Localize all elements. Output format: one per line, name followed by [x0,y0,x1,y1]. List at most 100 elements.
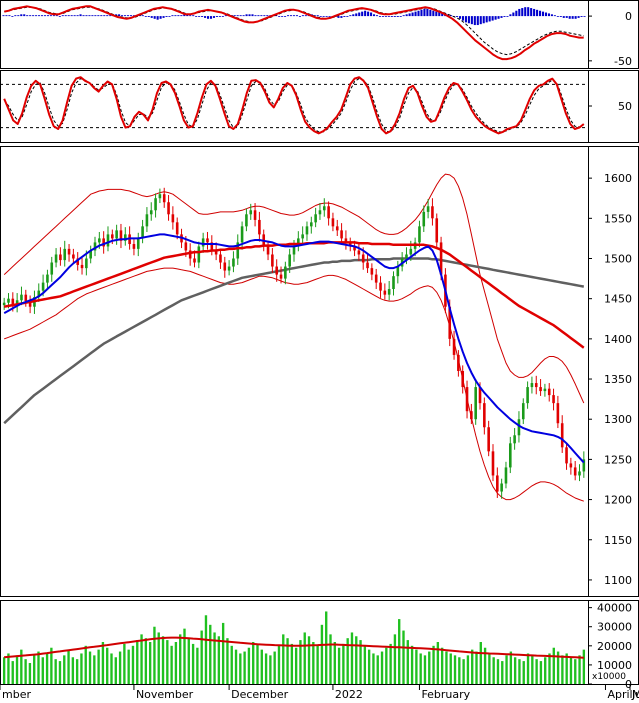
macd-histogram-bar [556,16,559,17]
macd-histogram-bar [91,15,94,17]
candle-body [500,483,503,492]
candle-body [361,254,365,263]
candle-body [543,388,547,392]
y-tick-label: 0 [625,678,632,691]
volume-bar [110,653,113,684]
macd-histogram-bar [43,15,47,17]
volume-bar [179,634,182,684]
macd-histogram-bar [497,16,500,19]
macd-histogram-bar [485,16,488,23]
candle-body [552,395,555,404]
macd-histogram-bar [518,8,521,17]
candle-body [236,242,240,259]
macd-histogram-bar [405,14,408,17]
candle-body [539,387,542,392]
month-label: May [632,688,639,701]
volume-bar [166,640,169,684]
candle-body [76,258,80,265]
month-label: mber [2,688,31,701]
volume-bar [548,653,551,684]
y-tick-label: 1200 [604,494,632,507]
candle-body [67,248,71,255]
volume-bar [513,657,517,684]
macd-histogram-bar [147,16,150,17]
y-tick-label: 30000 [597,621,632,634]
macd-histogram-bar [204,16,207,18]
volume-bar [93,655,96,684]
volume-bar [574,659,577,684]
y-tick-label: -50 [614,55,632,68]
macd-histogram-bar [106,15,109,17]
macd-histogram-bar [503,16,506,17]
macd-histogram-bar [426,8,429,17]
volume-bar [277,645,281,684]
macd-histogram-bar [254,15,257,17]
macd-histogram-bar [195,16,198,17]
volume-bar [264,653,268,684]
y-tick-label: 1500 [604,253,632,266]
y-tick-label: 1150 [604,534,632,547]
volume-bar [449,653,452,684]
y-tick-label: 1100 [604,574,632,587]
y-tick-label: 1600 [604,172,632,185]
candle-body [59,254,62,261]
month-label: December [231,688,289,701]
y-tick-label: 0 [625,10,632,23]
candle-body [314,214,317,223]
macd-histogram-bar [239,15,242,17]
volume-bar [234,649,238,684]
macd-histogram-bar [174,15,177,17]
macd-histogram-bar [35,15,38,17]
candle-body [171,214,175,223]
candle-body [452,338,456,355]
macd-histogram-bar [352,14,355,17]
candle-body [405,254,408,259]
macd-histogram-bar [450,15,453,17]
candle-body [253,210,257,220]
macd-histogram-bar [5,15,8,17]
macd-histogram-bar [473,16,476,26]
volume-bar [252,642,255,684]
volume-bar [247,647,251,684]
volume-bar [303,632,306,684]
volume-bar [466,655,470,684]
volume-bar [337,647,341,684]
macd-histogram-bar [61,15,64,17]
candle-body [387,289,391,295]
candle-body [175,222,179,235]
volume-bar [170,645,173,684]
macd-histogram-bar [287,15,290,17]
macd-histogram-bar [527,7,530,17]
y-tick-label: 1550 [604,212,632,225]
candle-body [517,419,521,436]
candle-body [491,451,495,476]
macd-histogram-bar [301,15,304,17]
ma-blue-line [3,233,585,464]
volume-bar [54,659,57,684]
volume-bar [282,634,285,684]
volume-bar [479,642,482,684]
macd-histogram-bar [337,16,340,18]
volume-bar [492,657,495,684]
y-tick-label: 20000 [597,640,632,653]
candle-body [11,298,15,306]
macd-histogram-bar [491,16,494,21]
candle-body [418,226,421,243]
volume-bar [230,645,233,684]
candle-body [322,206,326,211]
volume-bar [239,653,242,684]
macd-histogram-bar [432,10,435,17]
y-tick-label: 1300 [604,413,632,426]
stochastic-panel [0,70,639,143]
macd-histogram-bar [399,16,402,17]
candle-body [271,254,274,267]
macd-histogram-bar [373,14,376,17]
macd-histogram-bar [2,15,5,17]
candle-body [227,266,231,271]
candle-body [474,387,477,420]
volume-bar [243,651,246,684]
candle-body [41,282,45,291]
volume-bar [483,647,487,684]
macd-histogram-bar [343,16,346,17]
macd-histogram-bar [488,16,491,22]
